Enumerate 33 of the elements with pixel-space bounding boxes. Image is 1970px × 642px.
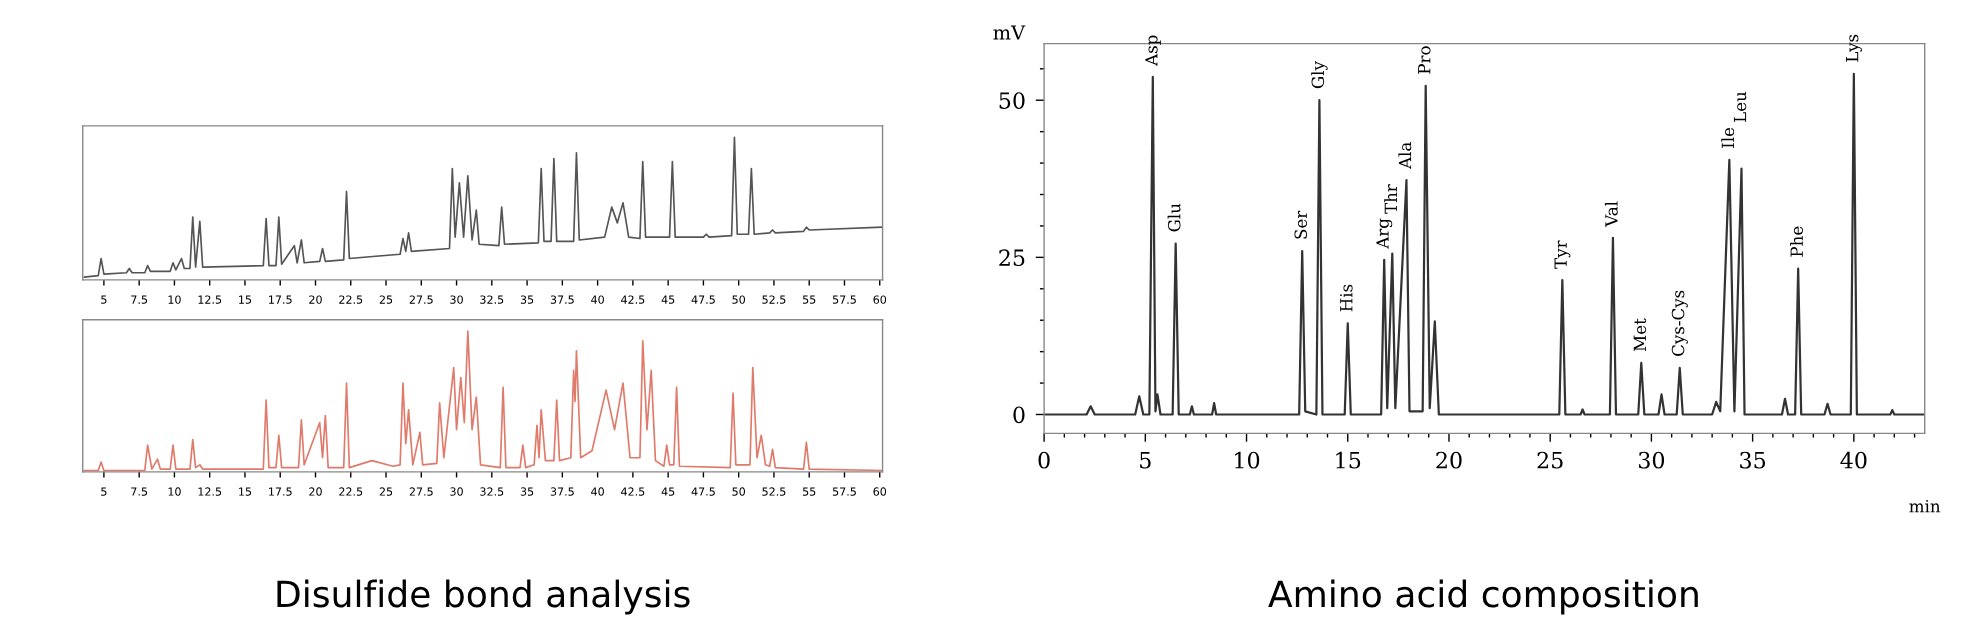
annotation: Ala xyxy=(1398,142,1412,170)
annotation: Gly xyxy=(1311,61,1328,89)
annotation: Leu xyxy=(1733,91,1747,122)
text: Disulfide bond analysis xyxy=(277,579,690,615)
annotation: Pro xyxy=(1418,46,1431,74)
annotation: Ser xyxy=(1294,210,1308,239)
annotation: Glu xyxy=(1167,203,1181,232)
annotation: Lys xyxy=(1846,34,1862,62)
x-tick-label: 25 xyxy=(1537,451,1563,469)
x-tick-label: 35 xyxy=(1740,451,1766,469)
y-tick-label: 50 xyxy=(999,92,1025,109)
x-tick-label: 20 xyxy=(1436,451,1462,469)
y-tick-label: 0 xyxy=(1013,406,1025,424)
x-tick-label: 40 xyxy=(1840,451,1867,469)
annotation: Phe xyxy=(1790,226,1803,257)
annotation: Cys-Cys xyxy=(1671,290,1688,356)
x-axis-title: min xyxy=(1909,500,1941,513)
annotation: Asp xyxy=(1145,35,1161,66)
x-tick-label: 10 xyxy=(1235,451,1260,469)
annotation: Arg xyxy=(1376,218,1393,249)
text: Amino acid composition xyxy=(1268,579,1698,615)
x-tick-label: 5 xyxy=(1140,452,1151,469)
x-tick-label: 30 xyxy=(1638,451,1665,469)
annotation: Ile xyxy=(1721,127,1735,148)
y-axis-title: mV xyxy=(993,25,1026,40)
x-tick-label: 0 xyxy=(1038,451,1050,469)
annotation: Met xyxy=(1633,318,1647,352)
x-tick-label: 15 xyxy=(1336,451,1361,469)
annotation: Thr xyxy=(1384,184,1397,214)
annotation: Tyr xyxy=(1554,240,1571,269)
y-tick-label: 25 xyxy=(999,249,1025,267)
annotation: His xyxy=(1340,284,1353,312)
annotation: Val xyxy=(1604,201,1618,227)
